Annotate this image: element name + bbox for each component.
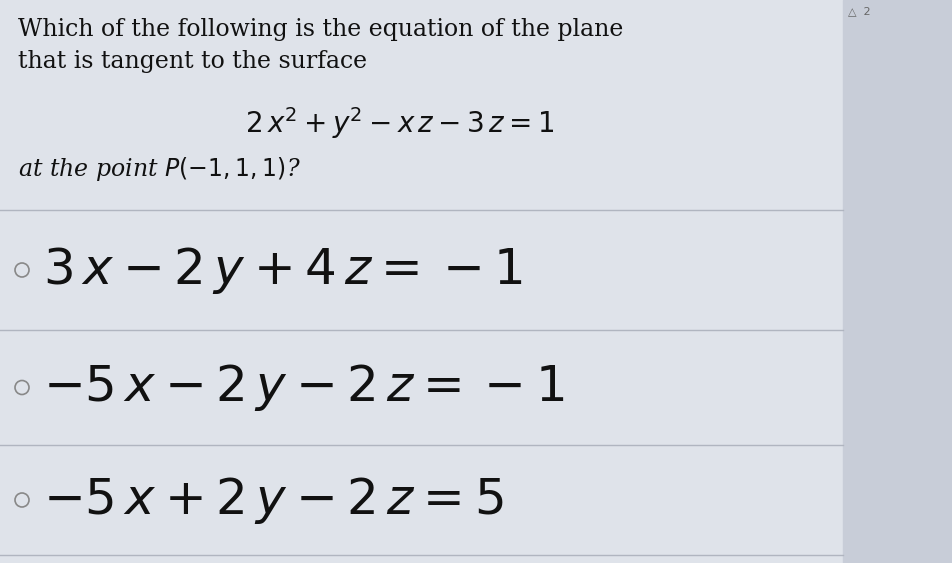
Text: at the point $P(-1,1,1)$?: at the point $P(-1,1,1)$? <box>18 155 301 183</box>
Text: △  2: △ 2 <box>847 6 870 16</box>
Text: Which of the following is the equation of the plane: Which of the following is the equation o… <box>18 18 624 41</box>
Text: $-5\,x - 2\,y - 2\,z = -1$: $-5\,x - 2\,y - 2\,z = -1$ <box>43 362 565 413</box>
Text: that is tangent to the surface: that is tangent to the surface <box>18 50 367 73</box>
Text: $2\,x^2 + y^2 - x\,z - 3\,z = 1$: $2\,x^2 + y^2 - x\,z - 3\,z = 1$ <box>245 105 555 141</box>
Text: $-5\,x + 2\,y - 2\,z = 5$: $-5\,x + 2\,y - 2\,z = 5$ <box>43 475 504 525</box>
Bar <box>843 0 952 563</box>
Text: $3\,x - 2\,y + 4\,z = -1$: $3\,x - 2\,y + 4\,z = -1$ <box>43 244 523 296</box>
